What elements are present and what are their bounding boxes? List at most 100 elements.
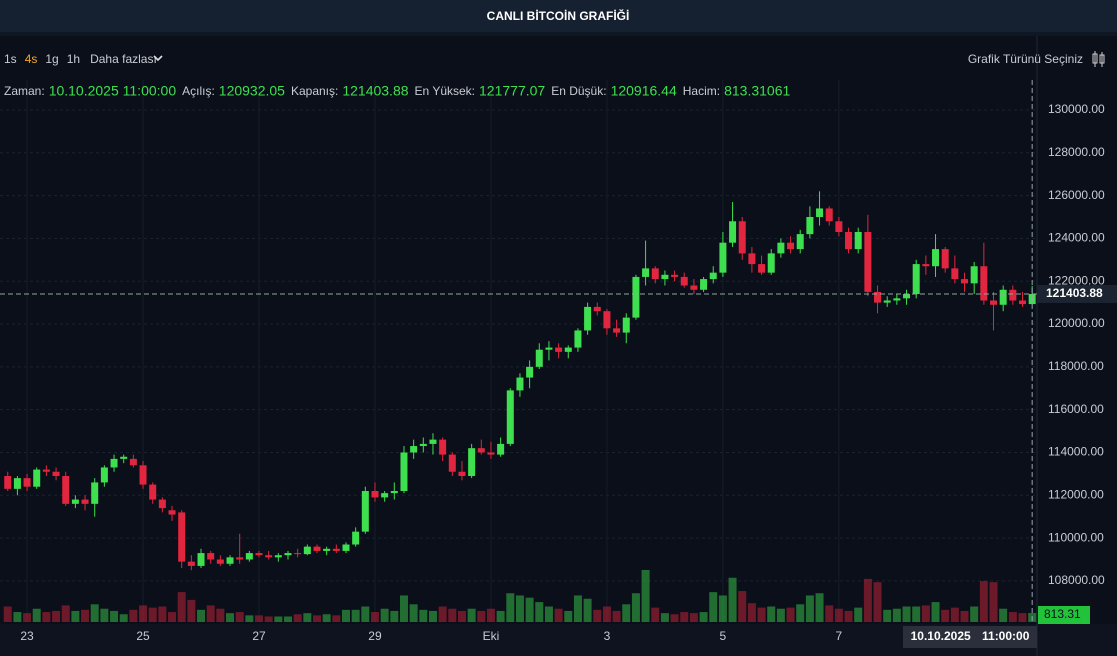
candle-body	[410, 446, 418, 453]
volume-bar	[515, 595, 524, 622]
candle-body	[81, 499, 89, 504]
dropdown-chevron[interactable]	[153, 55, 163, 62]
volume-bar	[100, 608, 109, 622]
volume-bar	[854, 607, 863, 622]
candle-body	[893, 298, 901, 301]
volume-bar	[32, 608, 41, 622]
candle-body	[738, 221, 746, 254]
candle-body	[139, 465, 147, 485]
volume-bar	[390, 610, 399, 622]
candle-body	[516, 377, 524, 391]
more-button[interactable]: Daha fazlası	[90, 52, 157, 66]
candle-body	[767, 253, 775, 273]
y-tick-label: 114000.00	[1048, 445, 1104, 459]
candle-body	[970, 266, 978, 284]
volume-bar	[197, 609, 206, 622]
volume-bar	[23, 613, 32, 622]
interval-button[interactable]: 1g	[45, 52, 58, 66]
volume-bar	[322, 614, 331, 622]
volume-bar	[90, 604, 99, 622]
candle-body	[903, 294, 911, 299]
candle-body	[13, 478, 21, 489]
volume-bar	[525, 597, 534, 622]
volume-bar	[3, 606, 12, 622]
candle-body	[42, 469, 50, 472]
volume-bar	[399, 595, 408, 622]
volume-bar	[438, 606, 447, 622]
volume-bar	[148, 607, 157, 622]
candle-body	[110, 458, 118, 468]
chart-type-label[interactable]: Grafik Türünü Seçiniz	[968, 52, 1083, 66]
volume-bar	[467, 608, 476, 622]
volume-bar	[235, 612, 244, 622]
candle-body	[796, 234, 804, 250]
candle-body	[777, 242, 785, 254]
volume-bar	[670, 614, 679, 622]
interval-button[interactable]: 4s	[25, 52, 38, 66]
candle-body	[323, 548, 331, 551]
volume-bar	[61, 605, 70, 622]
candle-body	[100, 467, 108, 483]
candle-body	[371, 490, 379, 498]
candle-body	[207, 553, 215, 560]
y-tick-label: 118000.00	[1048, 359, 1104, 373]
volume-bar	[312, 615, 321, 622]
y-tick-label: 124000.00	[1048, 231, 1105, 245]
overlay-layer: 121403.88 813.31 10.10.2025 11:00:00	[0, 80, 1117, 648]
chart-type-icon[interactable]	[1092, 51, 1105, 67]
candle-body	[883, 300, 891, 303]
volume-bar	[1008, 612, 1017, 622]
info-value: 813.31061	[724, 83, 790, 99]
candle-body	[497, 443, 505, 455]
volume-bar	[573, 595, 582, 622]
candle-body	[332, 548, 340, 551]
volume-bar	[370, 612, 379, 622]
x-tick-label: Eki	[483, 629, 500, 643]
volume-bar	[931, 602, 940, 622]
candle-body	[603, 311, 611, 329]
volume-bar	[351, 609, 360, 622]
volume-bar	[883, 609, 892, 622]
volume-bar	[699, 612, 708, 622]
info-label: Hacim:	[683, 84, 720, 98]
candle-body	[748, 253, 756, 265]
y-tick-label: 110000.00	[1048, 530, 1104, 544]
candle-body	[661, 274, 669, 280]
candle-body	[806, 216, 814, 235]
volume-badge	[1038, 606, 1090, 624]
volume-bar	[341, 609, 350, 622]
y-tick-label: 128000.00	[1048, 145, 1105, 159]
candle-body	[584, 306, 592, 331]
volume-bar	[738, 591, 747, 622]
volume-bar	[767, 606, 776, 622]
info-value: 120916.44	[611, 83, 677, 99]
candle-body	[980, 266, 988, 301]
volume-bar	[602, 606, 611, 622]
volume-bar	[921, 605, 930, 622]
candle-body	[651, 268, 659, 280]
candle-body	[564, 347, 572, 352]
volume-layer	[3, 570, 1037, 622]
info-value: 121777.07	[479, 83, 545, 99]
volume-bar	[912, 606, 921, 622]
candle-body	[439, 439, 447, 455]
candle-body	[690, 285, 698, 290]
volume-bar	[274, 616, 283, 622]
volume-bar	[187, 599, 196, 622]
candle-body	[545, 347, 553, 350]
candle-body	[468, 448, 476, 477]
volume-bar	[506, 593, 515, 622]
candle-body	[999, 289, 1007, 305]
candle-body	[912, 264, 920, 295]
volume-bar	[583, 598, 592, 622]
volume-bar	[631, 593, 640, 622]
candle-body	[535, 349, 543, 367]
candle-body	[671, 274, 679, 277]
interval-button[interactable]: 1h	[67, 52, 80, 66]
interval-button[interactable]: 1s	[4, 52, 17, 66]
x-tick-label: 3	[604, 629, 611, 643]
volume-bar	[950, 607, 959, 622]
candle-body	[613, 328, 621, 333]
volume-bar	[689, 613, 698, 622]
